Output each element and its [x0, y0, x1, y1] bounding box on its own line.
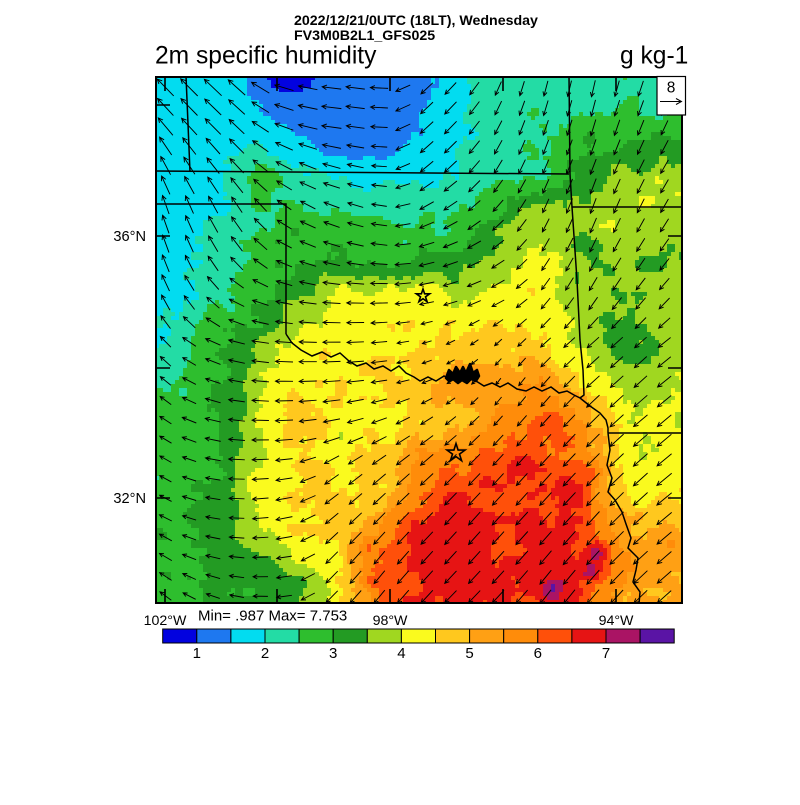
svg-text:102°W: 102°W — [144, 613, 187, 629]
svg-text:94°W: 94°W — [599, 613, 634, 629]
svg-text:1: 1 — [193, 645, 201, 662]
svg-text:36°N: 36°N — [113, 229, 146, 245]
svg-text:5: 5 — [465, 645, 473, 662]
svg-text:3: 3 — [329, 645, 337, 662]
svg-text:2m specific humidity: 2m specific humidity — [155, 43, 377, 70]
svg-text:Min= .987 Max= 7.753: Min= .987 Max= 7.753 — [198, 608, 347, 625]
svg-text:98°W: 98°W — [373, 613, 408, 629]
svg-text:g kg-1: g kg-1 — [620, 43, 688, 70]
svg-text:8: 8 — [667, 80, 676, 97]
svg-text:6: 6 — [534, 645, 542, 662]
svg-text:7: 7 — [602, 645, 610, 662]
svg-text:2022/12/21/0UTC (18LT), Wednes: 2022/12/21/0UTC (18LT), Wednesday — [294, 13, 538, 29]
svg-text:32°N: 32°N — [113, 491, 146, 507]
svg-text:4: 4 — [397, 645, 405, 662]
svg-text:FV3M0B2L1_GFS025: FV3M0B2L1_GFS025 — [294, 28, 435, 44]
svg-text:2: 2 — [261, 645, 269, 662]
